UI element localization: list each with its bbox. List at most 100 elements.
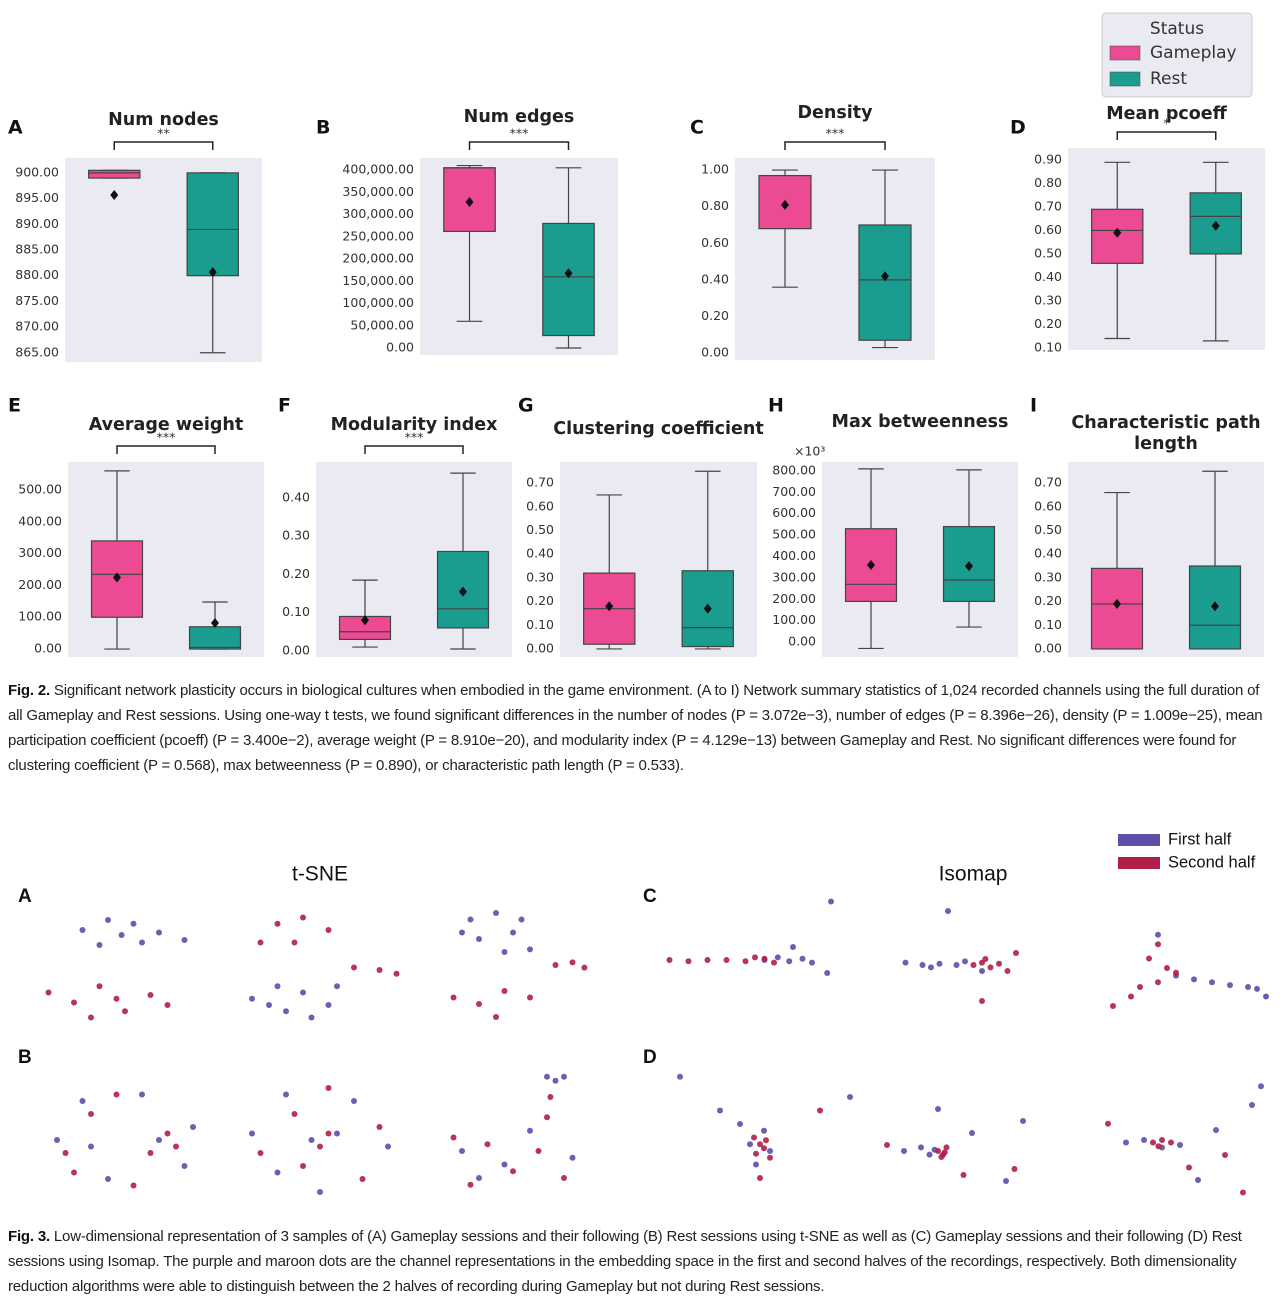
scatter-point — [308, 1137, 315, 1143]
y-tick-label: 400.00 — [18, 513, 62, 528]
y-tick-label: 200,000.00 — [342, 251, 414, 266]
scatter-point — [518, 916, 525, 923]
y-tick-label: 0.40 — [1034, 269, 1062, 284]
axis-exponent: ×10³ — [794, 444, 825, 459]
scatter-point — [1168, 1139, 1174, 1146]
legend-label: Rest — [1150, 69, 1187, 89]
legend-swatch — [1109, 45, 1141, 61]
y-tick-label: 150,000.00 — [342, 273, 414, 288]
method-title: Isomap — [939, 863, 1008, 886]
scatter-point — [291, 939, 298, 946]
method-title: t-SNE — [292, 863, 348, 886]
scatter-point — [552, 1077, 559, 1084]
y-tick-label: 0.00 — [282, 642, 310, 657]
y-tick-label: 500.00 — [772, 527, 816, 542]
scatter-point — [1150, 1139, 1156, 1146]
scatter-point — [274, 1169, 281, 1176]
scatter-point — [88, 1014, 94, 1021]
scatter-point — [459, 929, 465, 936]
caption: Fig. 3. Low-dimensional representation o… — [8, 1224, 1270, 1299]
scatter-point — [105, 1176, 111, 1182]
scatter-point — [717, 1107, 723, 1114]
panel-title: Num edges — [463, 107, 575, 127]
scatter-point — [685, 958, 692, 965]
y-tick-label: 0.40 — [526, 546, 554, 561]
scatter-point — [1155, 1143, 1162, 1150]
y-tick-label: 0.40 — [282, 489, 310, 504]
scatter-point — [62, 1150, 69, 1156]
y-tick-label: 100,000.00 — [342, 295, 414, 310]
scatter-point — [376, 1124, 383, 1130]
scatter-point — [1191, 976, 1197, 983]
scatter-point — [139, 939, 145, 946]
y-tick-label: 865.00 — [15, 344, 59, 359]
panel-title: Mean pcoeff — [1106, 104, 1227, 124]
scatter-point — [1240, 1189, 1246, 1196]
scatter-point — [450, 1134, 457, 1141]
y-tick-label: 50,000.00 — [350, 317, 414, 332]
y-tick-label: 0.00 — [386, 340, 414, 355]
panel-title: Clustering coefficient — [553, 419, 764, 439]
scatter-point — [928, 964, 934, 971]
y-tick-label: 250,000.00 — [342, 228, 414, 243]
significance-bracket — [116, 445, 216, 454]
scatter-point — [467, 1181, 474, 1188]
scatter-point — [1245, 984, 1251, 990]
mean-marker — [564, 268, 573, 279]
box — [758, 174, 812, 230]
y-tick-label: 0.20 — [526, 593, 554, 608]
scatter-point — [249, 1130, 255, 1137]
scatter-point — [79, 927, 86, 933]
scatter-point — [799, 955, 806, 962]
y-tick-label: 0.60 — [701, 235, 729, 250]
scatter-point — [569, 959, 576, 966]
scatter-point — [996, 960, 1002, 967]
panel-letter: G — [518, 395, 534, 417]
y-tick-label: 500.00 — [18, 481, 62, 496]
scatter-point — [969, 1130, 975, 1136]
y-tick-label: 0.70 — [1034, 475, 1062, 490]
scatter-point — [1263, 993, 1269, 1000]
scatter-point — [1128, 993, 1134, 1000]
scatter-point — [484, 1141, 491, 1148]
legend-swatch — [1118, 834, 1160, 846]
scatter-point — [139, 1091, 145, 1098]
scatter-point — [737, 1121, 743, 1127]
scatter-point — [1164, 965, 1170, 971]
significance-bracket — [364, 445, 464, 454]
scatter-point — [476, 936, 482, 942]
scatter-point — [376, 967, 383, 973]
y-tick-label: 100.00 — [18, 609, 62, 624]
y-tick-label: 0.60 — [1034, 222, 1062, 237]
panel-letter: H — [768, 395, 784, 417]
panel-title: Characteristic path length — [1071, 413, 1261, 454]
scatter-point — [1209, 979, 1215, 986]
y-tick-label: 800.00 — [772, 462, 816, 477]
scatter-point — [979, 998, 985, 1004]
y-tick-label: 0.00 — [1034, 640, 1062, 655]
scatter-point — [936, 960, 943, 967]
legend-label: Second half — [1168, 853, 1256, 871]
y-tick-label: 890.00 — [15, 216, 59, 231]
scatter-point — [1213, 1127, 1219, 1133]
scatter-point — [1155, 979, 1161, 986]
scatter-point — [962, 958, 968, 965]
significance-label: *** — [826, 126, 845, 141]
scatter-point — [982, 956, 989, 962]
scatter-point — [817, 1107, 823, 1114]
y-tick-label: 1.00 — [701, 162, 729, 177]
scatter-point — [544, 1114, 550, 1121]
scatter-point — [757, 1175, 763, 1181]
scatter-point — [919, 962, 926, 968]
scatter-point — [561, 1073, 567, 1080]
y-tick-label: 0.50 — [526, 522, 554, 537]
scatter-point — [190, 1124, 196, 1130]
scatter-point — [274, 920, 281, 927]
significance-label: *** — [405, 430, 424, 445]
scatter-point — [561, 1175, 567, 1181]
scatter-point — [666, 957, 673, 963]
scatter-point — [164, 1002, 171, 1008]
scatter-point — [935, 1106, 941, 1112]
y-tick-label: 0.60 — [1034, 498, 1062, 513]
